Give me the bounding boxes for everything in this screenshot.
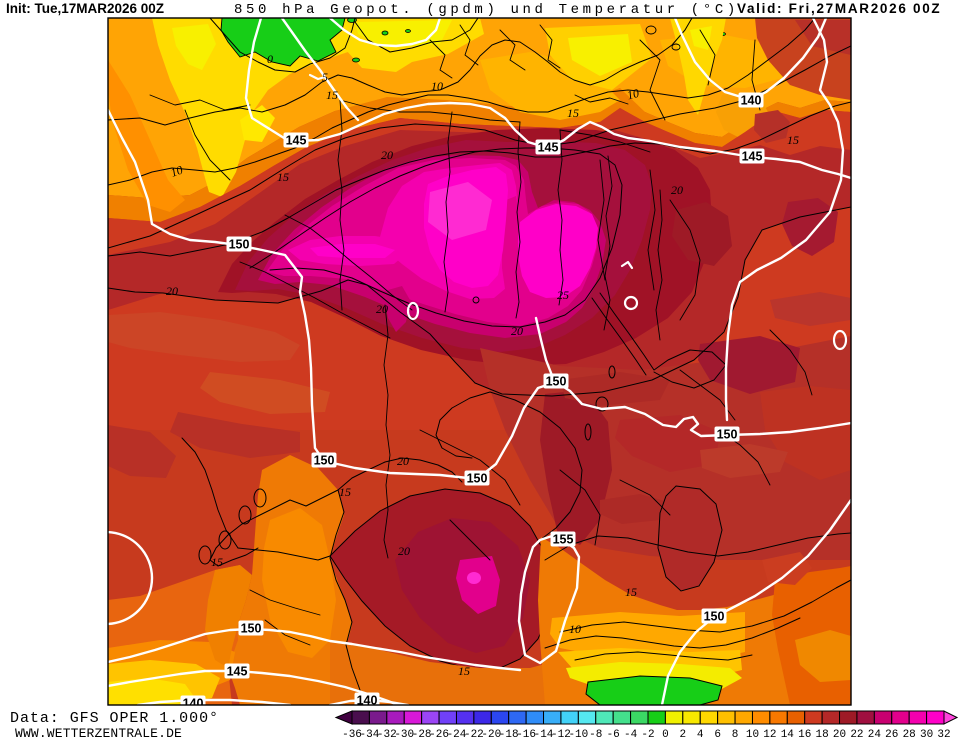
svg-text:150: 150 bbox=[241, 622, 262, 636]
svg-text:8: 8 bbox=[732, 729, 739, 741]
svg-text:15: 15 bbox=[625, 585, 637, 599]
svg-text:-6: -6 bbox=[607, 729, 620, 741]
svg-text:150: 150 bbox=[704, 610, 725, 624]
svg-text:10: 10 bbox=[169, 163, 185, 180]
svg-text:0: 0 bbox=[267, 52, 273, 66]
svg-text:20: 20 bbox=[397, 454, 409, 468]
svg-text:15: 15 bbox=[787, 133, 799, 147]
svg-text:Valid: Fri,27MAR2026 00Z: Valid: Fri,27MAR2026 00Z bbox=[737, 1, 941, 16]
svg-text:26: 26 bbox=[885, 729, 898, 741]
svg-text:15: 15 bbox=[326, 88, 338, 102]
svg-text:20: 20 bbox=[166, 284, 178, 298]
svg-text:20: 20 bbox=[381, 148, 393, 162]
svg-text:22: 22 bbox=[850, 729, 863, 741]
svg-text:-18: -18 bbox=[499, 729, 519, 741]
svg-text:145: 145 bbox=[227, 665, 248, 679]
svg-text:-10: -10 bbox=[568, 729, 588, 741]
svg-text:0: 0 bbox=[662, 729, 669, 741]
svg-text:145: 145 bbox=[538, 141, 559, 155]
svg-text:25: 25 bbox=[557, 288, 569, 302]
svg-text:24: 24 bbox=[868, 729, 882, 741]
svg-text:18: 18 bbox=[816, 729, 829, 741]
svg-text:32: 32 bbox=[937, 729, 950, 741]
svg-text:28: 28 bbox=[903, 729, 916, 741]
svg-text:150: 150 bbox=[229, 238, 250, 252]
svg-text:145: 145 bbox=[286, 134, 307, 148]
svg-text:20: 20 bbox=[511, 324, 523, 338]
svg-text:150: 150 bbox=[314, 454, 335, 468]
svg-text:-2: -2 bbox=[641, 729, 654, 741]
svg-text:10: 10 bbox=[746, 729, 759, 741]
svg-text:-4: -4 bbox=[624, 729, 638, 741]
svg-text:2: 2 bbox=[680, 729, 687, 741]
svg-text:10: 10 bbox=[431, 79, 443, 93]
svg-text:-16: -16 bbox=[516, 729, 536, 741]
svg-text:-14: -14 bbox=[534, 729, 554, 741]
svg-text:150: 150 bbox=[467, 472, 488, 486]
svg-text:-26: -26 bbox=[429, 729, 449, 741]
svg-text:-32: -32 bbox=[377, 729, 397, 741]
svg-text:850 hPa Geopot. (gpdm) und Tem: 850 hPa Geopot. (gpdm) und Temperatur (°… bbox=[234, 2, 739, 18]
svg-text:WWW.WETTERZENTRALE.DE: WWW.WETTERZENTRALE.DE bbox=[15, 726, 182, 741]
svg-text:10: 10 bbox=[569, 622, 581, 636]
svg-text:12: 12 bbox=[763, 729, 776, 741]
svg-text:145: 145 bbox=[742, 150, 763, 164]
svg-text:15: 15 bbox=[567, 106, 579, 120]
svg-text:16: 16 bbox=[798, 729, 811, 741]
svg-text:-8: -8 bbox=[589, 729, 602, 741]
svg-text:-22: -22 bbox=[464, 729, 484, 741]
svg-text:15: 15 bbox=[277, 170, 289, 184]
svg-text:30: 30 bbox=[920, 729, 933, 741]
svg-text:Init: Tue,17MAR2026 00Z: Init: Tue,17MAR2026 00Z bbox=[6, 1, 164, 16]
svg-text:150: 150 bbox=[717, 428, 738, 442]
svg-text:-12: -12 bbox=[551, 729, 571, 741]
svg-text:15: 15 bbox=[339, 485, 351, 499]
svg-text:20: 20 bbox=[398, 544, 410, 558]
svg-text:-20: -20 bbox=[481, 729, 501, 741]
svg-text:10: 10 bbox=[625, 86, 640, 103]
svg-text:155: 155 bbox=[553, 533, 574, 547]
svg-text:6: 6 bbox=[714, 729, 721, 741]
svg-text:4: 4 bbox=[697, 729, 704, 741]
svg-text:-28: -28 bbox=[412, 729, 432, 741]
svg-text:150: 150 bbox=[546, 375, 567, 389]
svg-text:14: 14 bbox=[781, 729, 795, 741]
svg-text:20: 20 bbox=[833, 729, 846, 741]
svg-text:15: 15 bbox=[458, 664, 470, 678]
svg-text:140: 140 bbox=[183, 697, 204, 711]
svg-text:20: 20 bbox=[671, 183, 683, 197]
svg-text:-30: -30 bbox=[394, 729, 414, 741]
svg-text:15: 15 bbox=[211, 555, 223, 569]
svg-text:-34: -34 bbox=[360, 729, 380, 741]
svg-text:20: 20 bbox=[376, 302, 388, 316]
svg-text:Data: GFS OPER 1.000°: Data: GFS OPER 1.000° bbox=[10, 710, 219, 727]
svg-text:140: 140 bbox=[741, 94, 762, 108]
svg-text:5: 5 bbox=[322, 70, 328, 84]
svg-text:-24: -24 bbox=[447, 729, 467, 741]
svg-text:-36: -36 bbox=[342, 729, 362, 741]
svg-text:140: 140 bbox=[357, 694, 378, 708]
